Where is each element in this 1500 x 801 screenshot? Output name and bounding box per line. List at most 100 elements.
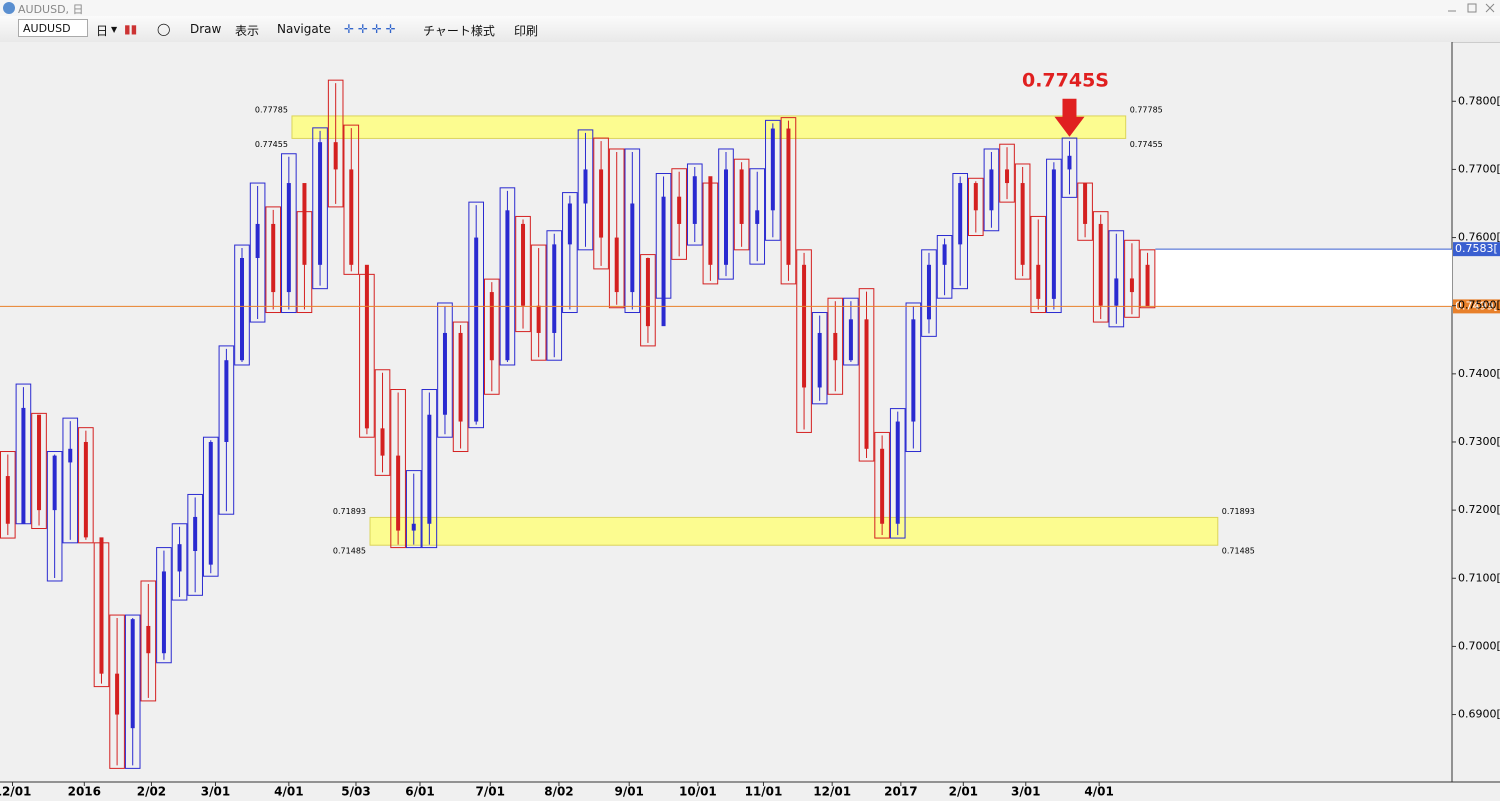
candle-body <box>130 619 135 729</box>
chart-style-menu[interactable]: チャート様式 <box>423 24 495 38</box>
x-tick-label: 2016 <box>68 785 101 799</box>
price-label: 0.7499[ <box>1455 299 1498 312</box>
week-range-box <box>952 173 968 290</box>
x-tick-label: 3/01 <box>1011 785 1040 799</box>
cursor-icons[interactable]: ✛ ✛ ✛ ✛ <box>344 22 396 36</box>
candle-body <box>411 523 416 531</box>
dropdown-arrow: ▼ <box>111 25 118 34</box>
candle-body <box>427 414 432 524</box>
candle-body <box>286 183 291 293</box>
candle-body <box>240 258 244 361</box>
zone-label: 0.77455 <box>1130 140 1163 149</box>
candle-body <box>973 183 978 211</box>
week-range-box <box>562 192 578 314</box>
zone-label: 0.77785 <box>1130 105 1163 114</box>
candle-body <box>333 142 338 170</box>
week-range-box <box>608 148 625 309</box>
week-range-box <box>1030 215 1047 314</box>
print-menu[interactable]: 印刷 <box>514 24 539 38</box>
zone-label: 0.71485 <box>333 547 366 556</box>
candle-body <box>271 223 276 293</box>
week-range-box <box>827 297 844 395</box>
x-tick-label: 11/01 <box>745 785 783 799</box>
candle-body <box>1129 278 1134 293</box>
candle-body <box>1114 278 1119 306</box>
candle-body <box>708 176 713 265</box>
candle-body <box>146 625 151 654</box>
shape-icon[interactable]: ◯ <box>157 22 171 36</box>
candle-body <box>521 223 526 306</box>
week-range-box <box>546 230 563 361</box>
week-range-box <box>671 168 687 260</box>
chart: 0.77785 0.77785 0.77455 0.77455 0.71893 0.718… <box>0 42 1500 799</box>
x-tick-label: 12/01 <box>813 785 851 799</box>
candle-body <box>755 210 760 224</box>
candle-body <box>567 203 572 245</box>
candle-body <box>739 169 744 224</box>
week-range-box <box>796 249 812 433</box>
week-range-box <box>421 389 438 549</box>
view-menu[interactable]: 表示 <box>235 24 260 38</box>
week-range-box <box>999 143 1015 203</box>
draw-menu[interactable]: Draw <box>190 22 222 36</box>
candle-body <box>442 332 447 415</box>
week-range-box <box>0 451 16 539</box>
week-range-box <box>1092 211 1109 323</box>
week-range-box <box>390 389 406 549</box>
zone-label: 0.77455 <box>255 140 288 149</box>
y-tick-label: 0.7700[0 <box>1458 162 1500 175</box>
window-buttons[interactable] <box>1440 1 1500 15</box>
candle-body <box>895 421 900 524</box>
candle-icon[interactable]: ▮▮ <box>124 22 138 36</box>
week-range-box <box>733 158 750 251</box>
navigate-menu[interactable]: Navigate <box>277 22 331 36</box>
x-tick-label: 3/01 <box>201 785 230 799</box>
candle-body <box>583 169 588 204</box>
y-tick-label: 0.7300[0 <box>1458 435 1500 448</box>
price-label: 0.7583[ <box>1455 242 1498 255</box>
week-range-box <box>1061 137 1078 198</box>
week-range-box <box>343 124 360 275</box>
week-range-box <box>968 177 984 237</box>
window-title: AUDUSD, 日 <box>18 3 84 16</box>
candle-body <box>302 183 307 265</box>
annotation-arrow <box>1054 98 1085 137</box>
week-range-box <box>1139 249 1156 309</box>
week-range-box <box>437 302 453 438</box>
week-range-box <box>983 148 1000 232</box>
candle-body <box>208 441 213 565</box>
week-range-box <box>218 345 235 515</box>
x-tick-label: 8/02 <box>544 785 573 799</box>
candle-body <box>942 244 947 265</box>
x-tick-label: 6/01 <box>405 785 434 799</box>
week-range-box <box>686 163 703 246</box>
period-select[interactable]: 日 <box>96 24 109 38</box>
candle-body <box>1083 183 1088 224</box>
candle-body <box>599 169 604 238</box>
candle-body <box>364 264 369 429</box>
candle-body <box>489 292 494 361</box>
week-range-box <box>858 288 875 462</box>
week-range-box <box>265 206 282 314</box>
candle-body <box>864 319 869 449</box>
week-range-box <box>889 408 906 539</box>
candle-body <box>1051 169 1056 299</box>
week-range-box <box>749 168 766 265</box>
price-range-box <box>1155 249 1452 307</box>
candle-body <box>349 169 354 265</box>
candle-body <box>614 237 619 293</box>
candle-body <box>1020 183 1025 265</box>
symbol-select[interactable]: AUDUSD <box>18 19 88 37</box>
week-range-box <box>718 148 734 280</box>
candle-body <box>770 128 775 211</box>
x-tick-label: 4/01 <box>274 785 303 799</box>
y-tick-label: 0.7800[0 <box>1458 94 1500 107</box>
price-label-box <box>1453 299 1500 314</box>
week-range-box <box>156 547 172 664</box>
candle-body <box>848 319 853 361</box>
candle-body <box>193 516 198 552</box>
candle-body <box>505 210 510 361</box>
zone-label: 0.71485 <box>1222 547 1255 556</box>
week-range-box <box>327 79 344 208</box>
